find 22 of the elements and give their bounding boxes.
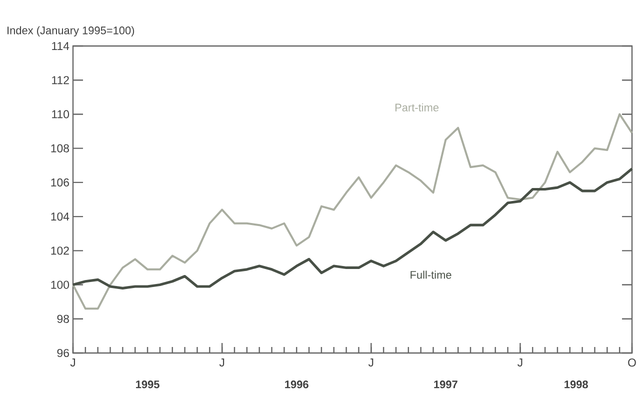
y-tick-label: 98 xyxy=(57,314,69,323)
x-tick-label: J xyxy=(70,358,76,367)
text: 1997 xyxy=(434,380,458,388)
y-axis-title: Index (January 1995=100) xyxy=(8,26,134,36)
text: 1998 xyxy=(564,380,588,388)
x-tick-label: J xyxy=(368,358,374,367)
text: 1996 xyxy=(285,380,308,388)
y-tick-label: 104 xyxy=(51,212,70,221)
y-tick-label: 108 xyxy=(51,144,69,152)
y-tick-label: 96 xyxy=(57,348,69,358)
text: Part-time xyxy=(395,103,439,112)
x-tick-label: J xyxy=(518,358,522,367)
y-tick-label: 112 xyxy=(52,76,69,84)
y-tick-label: 100 xyxy=(51,280,70,289)
x-tick-label: O xyxy=(628,358,636,367)
y-tick-label: 106 xyxy=(51,178,69,186)
y-tick-label: 114 xyxy=(52,42,70,50)
x-tick-label: J xyxy=(219,358,224,367)
text: 1995 xyxy=(136,380,160,388)
y-tick-label: 102 xyxy=(51,246,69,255)
series-label: Full-time xyxy=(410,270,452,279)
y-tick-label: 110 xyxy=(52,110,70,118)
